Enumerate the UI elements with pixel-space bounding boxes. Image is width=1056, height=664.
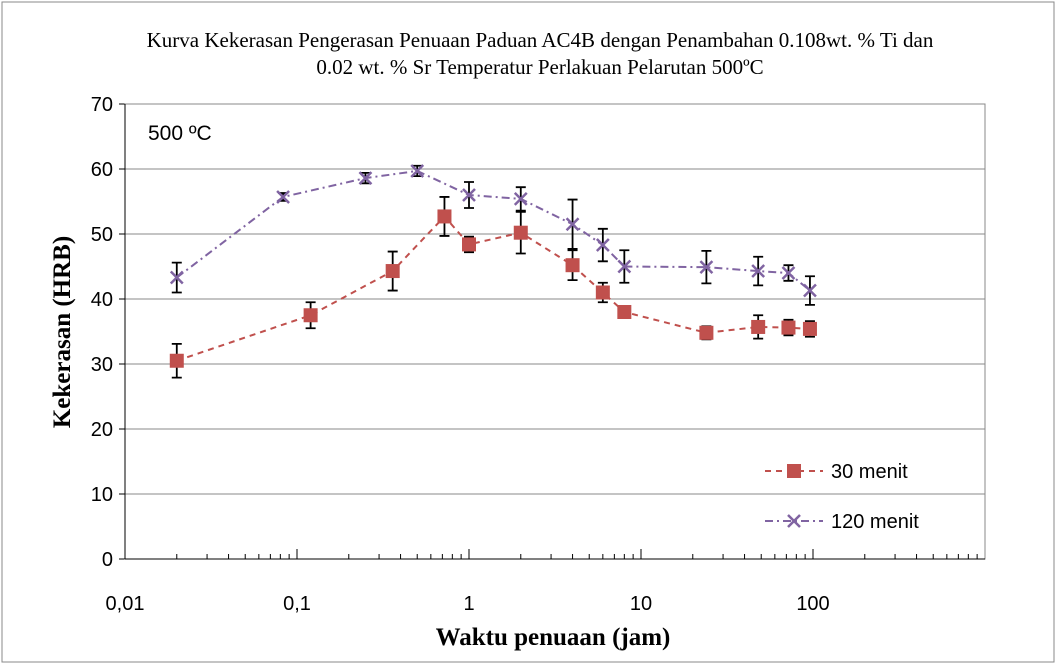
- legend-label: 30 menit: [831, 461, 908, 483]
- marker: [751, 264, 766, 278]
- y-tick-label: 20: [91, 419, 113, 441]
- marker: [595, 238, 610, 252]
- marker: [565, 258, 580, 273]
- marker: [802, 321, 817, 336]
- marker: [781, 266, 796, 280]
- marker: [169, 353, 184, 368]
- marker: [781, 320, 796, 335]
- chart-title: Kurva Kekerasan Pengerasan Penuaan Padua…: [147, 28, 934, 52]
- x-tick-label: 100: [796, 593, 829, 615]
- marker: [565, 217, 580, 232]
- marker: [513, 192, 528, 206]
- marker: [699, 260, 714, 275]
- legend-label: 120 menit: [831, 511, 919, 533]
- x-tick-label: 0,1: [283, 593, 311, 615]
- marker: [699, 325, 714, 340]
- marker: [169, 270, 184, 285]
- marker: [303, 308, 318, 323]
- marker: [276, 190, 290, 204]
- y-tick-label: 10: [91, 484, 113, 506]
- marker: [462, 188, 476, 202]
- y-tick-label: 70: [91, 94, 113, 116]
- annotation: 500 ºC: [148, 122, 212, 145]
- y-tick-label: 0: [102, 549, 113, 571]
- marker: [437, 209, 452, 224]
- marker: [617, 259, 632, 274]
- marker: [358, 171, 373, 185]
- marker: [410, 164, 425, 178]
- chart-title: 0.02 wt. % Sr Temperatur Perlakuan Pelar…: [316, 55, 763, 79]
- y-tick-label: 30: [91, 354, 113, 376]
- y-tick-label: 60: [91, 159, 113, 181]
- x-tick-label: 10: [630, 593, 652, 615]
- x-axis-label: Waktu penuaan (jam): [436, 624, 671, 651]
- y-axis-label: Kekerasan (HRB): [49, 236, 76, 428]
- legend-marker: [787, 514, 801, 528]
- marker: [751, 319, 766, 334]
- marker: [595, 285, 610, 300]
- legend-marker: [787, 464, 801, 478]
- marker: [617, 305, 632, 319]
- marker: [385, 264, 400, 279]
- marker: [803, 283, 817, 298]
- marker: [513, 225, 528, 240]
- marker: [462, 237, 476, 252]
- x-tick-label: 1: [463, 593, 474, 615]
- y-tick-label: 50: [91, 224, 113, 246]
- y-tick-label: 40: [91, 289, 113, 311]
- x-tick-label: 0,01: [106, 593, 145, 615]
